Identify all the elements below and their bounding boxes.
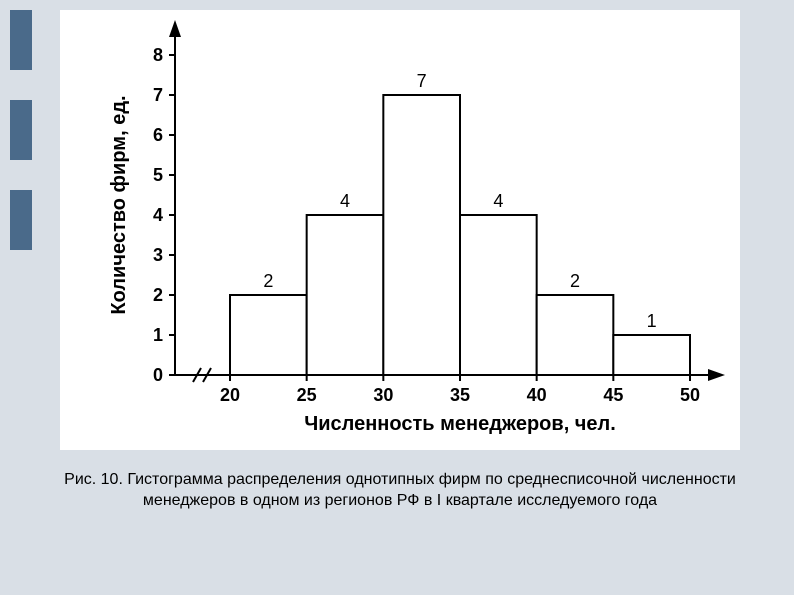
- x-axis-title: Численность менеджеров, чел.: [304, 413, 616, 435]
- y-axis-title: Количество фирм, ед.: [108, 95, 130, 314]
- caption-prefix: Рис. 10.: [64, 471, 123, 488]
- histogram-bar: [613, 335, 690, 375]
- y-tick-label: 7: [153, 85, 163, 105]
- y-tick-label: 2: [153, 285, 163, 305]
- y-tick-label: 3: [153, 245, 163, 265]
- x-tick-label: 30: [373, 385, 393, 405]
- caption-text: Гистограмма распределения однотипных фир…: [123, 471, 736, 509]
- histogram-bar: [230, 295, 307, 375]
- x-tick-label: 40: [527, 385, 547, 405]
- chart-inner: 01234567820253035404550247421Количество …: [60, 10, 740, 450]
- x-tick-label: 45: [603, 385, 623, 405]
- bar-value-label: 2: [570, 271, 580, 291]
- y-tick-label: 6: [153, 125, 163, 145]
- y-tick-label: 1: [153, 325, 163, 345]
- histogram-bar: [383, 95, 460, 375]
- x-tick-label: 25: [297, 385, 317, 405]
- x-tick-label: 50: [680, 385, 700, 405]
- histogram-chart: 01234567820253035404550247421Количество …: [60, 10, 740, 450]
- histogram-bar: [537, 295, 614, 375]
- x-tick-label: 35: [450, 385, 470, 405]
- histogram-bar: [460, 215, 537, 375]
- x-tick-label: 20: [220, 385, 240, 405]
- bar-value-label: 7: [417, 71, 427, 91]
- y-tick-label: 5: [153, 165, 163, 185]
- histogram-bar: [307, 215, 384, 375]
- bar-value-label: 4: [340, 191, 350, 211]
- bar-value-label: 2: [263, 271, 273, 291]
- y-tick-label: 0: [153, 365, 163, 385]
- bar-value-label: 4: [493, 191, 503, 211]
- side-bar: [10, 100, 32, 160]
- y-tick-label: 4: [153, 205, 163, 225]
- bar-value-label: 1: [647, 311, 657, 331]
- y-tick-label: 8: [153, 45, 163, 65]
- side-bar: [10, 10, 32, 70]
- chart-panel: 01234567820253035404550247421Количество …: [60, 10, 740, 450]
- side-bar: [10, 190, 32, 250]
- figure-caption: Рис. 10. Гистограмма распределения однот…: [60, 470, 740, 512]
